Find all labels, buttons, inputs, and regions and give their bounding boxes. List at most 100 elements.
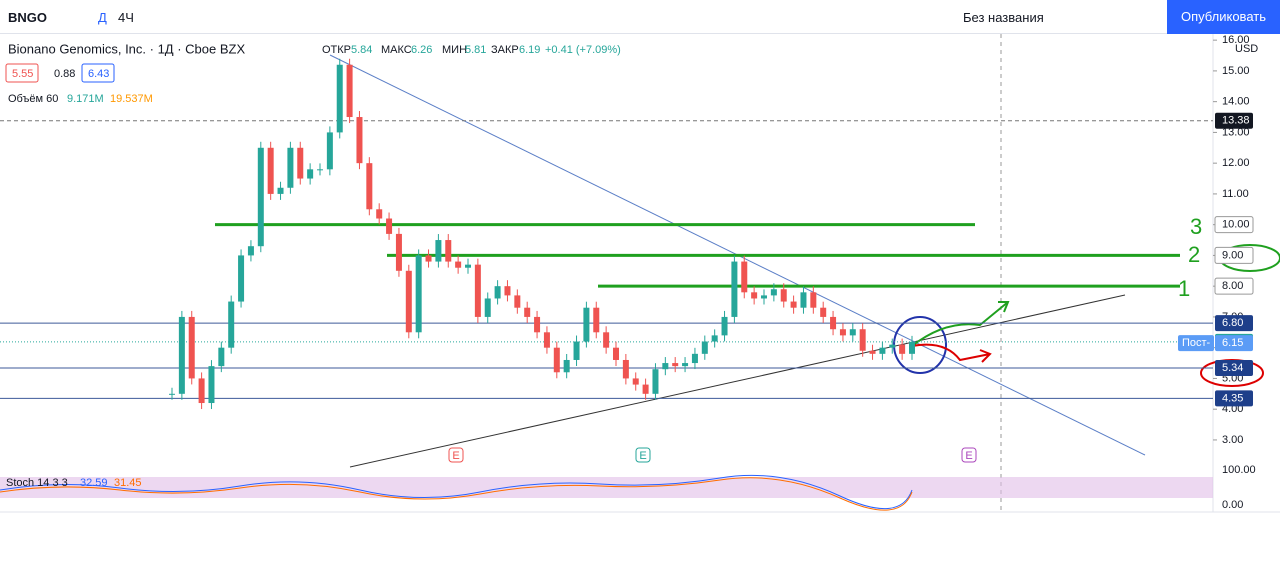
- toolbar: BNGO Д 4Ч Без названия Опубликовать: [0, 0, 1280, 34]
- price-marker: [1215, 359, 1253, 376]
- candle-body: [701, 341, 708, 354]
- legend-volume-ma: 19.537M: [110, 93, 153, 105]
- legend-close-label: ЗАКР: [491, 44, 519, 56]
- price-marker-label: 9.00: [1222, 249, 1243, 261]
- price-marker-label: 6.15: [1222, 337, 1243, 349]
- legend-change: +0.41 (+7.09%): [545, 44, 621, 56]
- publish-button[interactable]: Опубликовать: [1167, 0, 1280, 34]
- quote-box: [81, 63, 115, 83]
- candle-body: [869, 350, 876, 354]
- y-tick-label: 13.00: [1222, 126, 1250, 138]
- earnings-badge: [635, 447, 651, 463]
- price-tag-label: Пост-: [1182, 337, 1211, 349]
- candle-body: [553, 347, 560, 373]
- candle-body: [188, 316, 195, 379]
- price-marker: [1214, 216, 1254, 234]
- candle-body: [198, 378, 205, 404]
- candle-body: [691, 353, 698, 364]
- candle-body: [682, 363, 689, 367]
- candle-body: [247, 246, 254, 256]
- price-marker-label: 10.00: [1222, 219, 1250, 231]
- stoch-band: [0, 477, 1213, 498]
- candle-body: [534, 316, 541, 333]
- y-tick-label: 14.00: [1222, 96, 1250, 108]
- price-marker: [1215, 335, 1253, 352]
- candle-body: [445, 240, 452, 262]
- candle-body: [484, 298, 491, 317]
- candle-body: [751, 292, 758, 299]
- legend-high-label: МАКС: [381, 44, 412, 56]
- legend-spread: 0.88: [54, 68, 75, 80]
- candle-body: [672, 363, 679, 367]
- legend-ask: 6.43: [88, 68, 109, 80]
- candle-body: [820, 307, 827, 317]
- interval[interactable]: 4Ч: [118, 10, 134, 25]
- candle-body: [346, 64, 353, 118]
- candle-body: [218, 347, 225, 367]
- legend-high: 6.26: [411, 44, 432, 56]
- candle-body: [879, 347, 886, 354]
- symbol[interactable]: BNGO: [8, 10, 47, 25]
- candle-body: [573, 341, 580, 360]
- candle-body: [761, 295, 767, 299]
- hand-arrow: [911, 301, 1010, 347]
- candle-body: [169, 393, 175, 395]
- candle-body: [613, 347, 619, 360]
- price-marker-label: 13.38: [1222, 115, 1250, 127]
- candle-body: [307, 169, 314, 179]
- interval-letter[interactable]: Д: [98, 10, 107, 25]
- hand-arrow: [911, 343, 992, 363]
- price-marker: [1214, 246, 1254, 264]
- candle-body: [405, 270, 412, 333]
- candle-body: [257, 147, 264, 247]
- hand-note: 2: [1188, 242, 1200, 267]
- stoch-d: [0, 477, 913, 511]
- candle-body: [889, 344, 896, 348]
- y-tick-label: 3.00: [1222, 434, 1243, 446]
- earnings-label: E: [639, 450, 646, 462]
- y-tick-label: 12.00: [1222, 157, 1250, 169]
- candle-body: [287, 147, 294, 188]
- candle-body: [386, 218, 393, 234]
- candle-body: [731, 261, 738, 317]
- candle-body: [622, 359, 629, 379]
- price-marker: [1215, 112, 1253, 129]
- price-tag: [1178, 335, 1214, 352]
- price-marker-label: 5.34: [1222, 362, 1243, 374]
- candle-body: [632, 378, 639, 385]
- candle-body: [543, 332, 550, 348]
- candle-body: [563, 359, 570, 373]
- candle-body: [178, 316, 185, 394]
- legend-name: Bionano Genomics, Inc. · 1Д · Cboe BZX: [8, 41, 245, 56]
- earnings-label: E: [452, 450, 459, 462]
- earnings-badge: [961, 447, 977, 463]
- candle-body: [228, 301, 235, 348]
- stoch-k: [0, 474, 913, 509]
- candle-body: [741, 261, 748, 293]
- candle-body: [514, 295, 521, 308]
- candle-body: [336, 64, 343, 133]
- legend-stoch-label: Stoch 14 3 3: [6, 477, 68, 489]
- price-marker: [1214, 277, 1254, 295]
- candle-body: [899, 344, 906, 354]
- candle-body: [208, 366, 215, 404]
- legend-stoch-k: 32.59: [80, 477, 108, 489]
- legend-close: 6.19: [519, 44, 540, 56]
- legend-low: 5.81: [465, 44, 486, 56]
- candle-body: [859, 329, 866, 351]
- candle-body: [593, 307, 600, 333]
- legend-low-label: МИН: [442, 44, 467, 56]
- candle-body: [297, 147, 304, 179]
- candle-body: [474, 264, 481, 317]
- currency: USD: [1235, 43, 1258, 55]
- y-tick-label: 16.00: [1222, 34, 1250, 46]
- candle-body: [642, 384, 649, 394]
- candle-body: [662, 363, 669, 370]
- candle-body: [415, 255, 422, 333]
- layout-name[interactable]: Без названия: [963, 10, 1044, 25]
- legend-bid: 5.55: [12, 68, 33, 80]
- price-marker-label: 4.35: [1222, 392, 1243, 404]
- price-marker: [1215, 390, 1253, 407]
- stoch-tick-label: 100.00: [1222, 464, 1256, 476]
